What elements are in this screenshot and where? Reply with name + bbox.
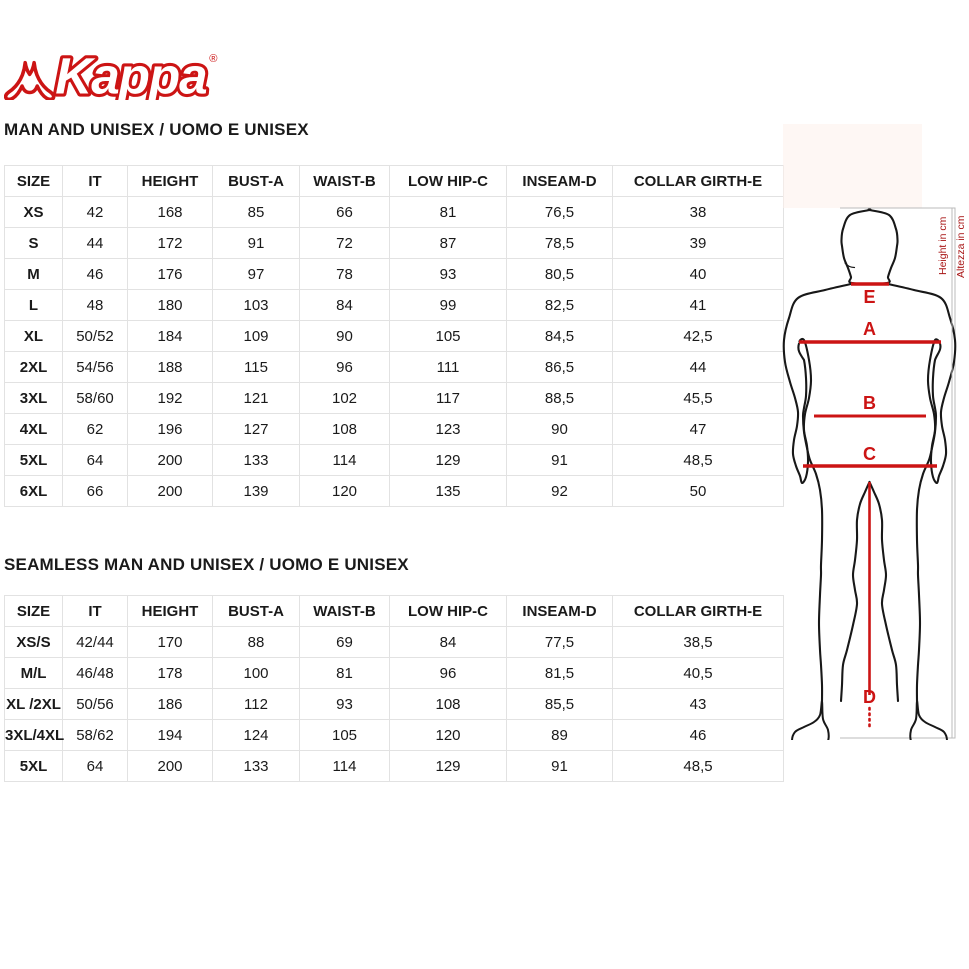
svg-text:E: E: [863, 287, 875, 307]
svg-text:Altezza in cm: Altezza in cm: [955, 215, 967, 278]
svg-text:A: A: [863, 319, 876, 339]
svg-text:Kappa: Kappa: [55, 47, 207, 100]
svg-text:D: D: [863, 687, 876, 707]
svg-text:C: C: [863, 444, 876, 464]
svg-text:®: ®: [209, 53, 218, 65]
svg-text:B: B: [863, 393, 876, 413]
svg-text:Height in cm: Height in cm: [937, 216, 949, 275]
